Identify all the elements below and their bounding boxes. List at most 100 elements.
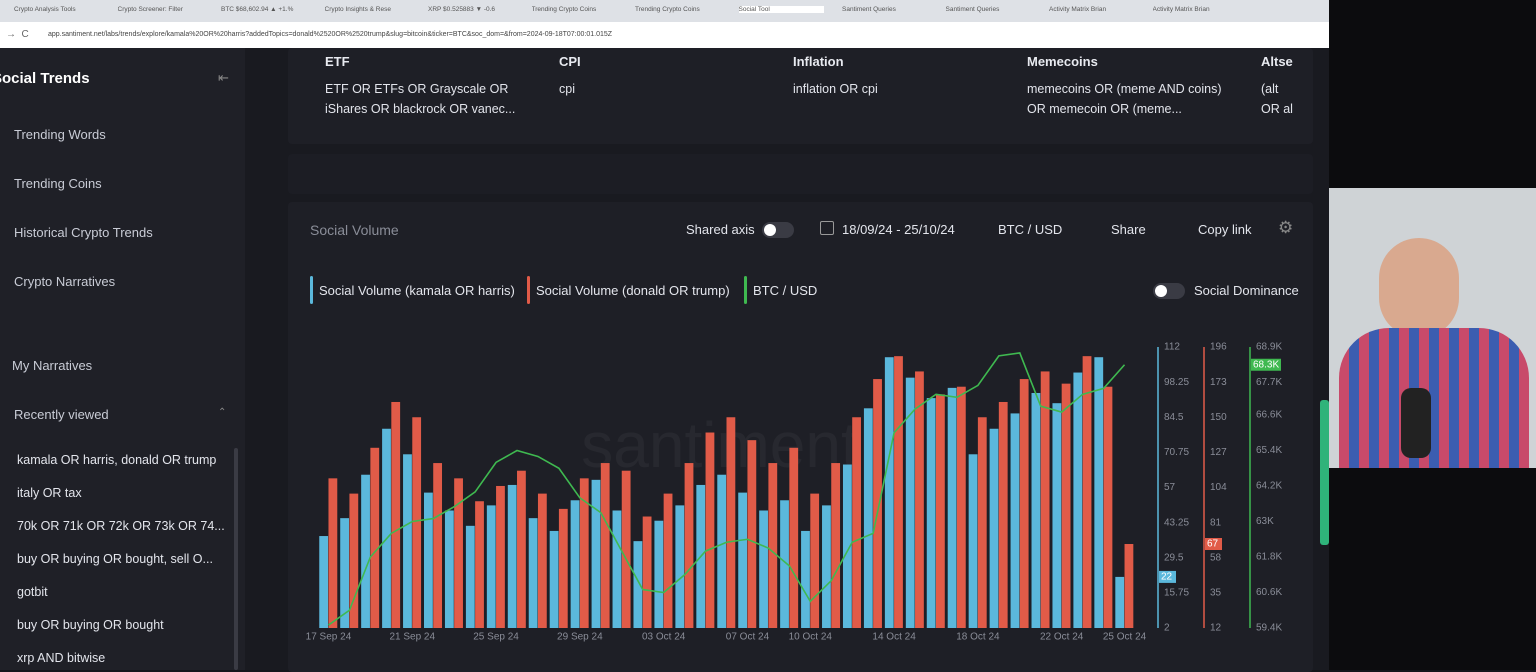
value-badge-label: 68.3K <box>1253 359 1279 370</box>
x-tick-label: 14 Oct 24 <box>872 632 916 643</box>
bar <box>801 531 810 628</box>
bar <box>508 485 517 628</box>
bar <box>873 379 882 628</box>
tick-label: 67.7K <box>1256 377 1282 388</box>
tick-label: 196 <box>1210 342 1227 353</box>
x-tick-label: 03 Oct 24 <box>642 632 686 643</box>
bar <box>361 475 370 628</box>
tick-label: 64.2K <box>1256 481 1282 492</box>
x-tick-label: 29 Sep 24 <box>557 632 603 643</box>
tick-label: 127 <box>1210 447 1227 458</box>
x-tick-label: 17 Sep 24 <box>306 632 352 643</box>
bar <box>328 478 337 628</box>
webcam <box>1329 188 1536 468</box>
bar <box>391 402 400 628</box>
tick-label: 43.25 <box>1164 517 1189 528</box>
bar <box>685 463 694 628</box>
bar <box>738 493 747 628</box>
bar <box>759 510 768 628</box>
bar <box>957 387 966 628</box>
bar <box>1062 384 1071 628</box>
shirt <box>1339 328 1529 468</box>
tick-label: 65.4K <box>1256 445 1282 456</box>
bar <box>915 371 924 628</box>
tick-label: 29.5 <box>1164 552 1184 563</box>
tick-label: 68.9K <box>1256 342 1282 353</box>
microphone <box>1401 388 1431 458</box>
bar <box>727 417 736 628</box>
bar <box>978 417 987 628</box>
bar <box>550 531 559 628</box>
bar <box>894 356 903 628</box>
bar <box>412 417 421 628</box>
bar <box>852 417 861 628</box>
tick-label: 61.8K <box>1256 552 1282 563</box>
watermark: santiment <box>581 409 859 481</box>
tick-label: 35 <box>1210 588 1222 599</box>
bar <box>789 448 798 628</box>
bar <box>538 494 547 628</box>
blank <box>1329 468 1536 670</box>
tick-label: 12 <box>1210 623 1222 634</box>
bar <box>571 500 580 628</box>
bar <box>1104 387 1113 628</box>
x-tick-label: 25 Oct 24 <box>1103 632 1147 643</box>
bar <box>927 398 936 628</box>
bar <box>1125 544 1134 628</box>
bar <box>717 475 726 628</box>
tick-label: 59.4K <box>1256 623 1282 634</box>
bar <box>864 408 873 628</box>
tick-label: 104 <box>1210 482 1227 493</box>
bar <box>633 541 642 628</box>
bar <box>382 429 391 628</box>
x-tick-label: 18 Oct 24 <box>956 632 1000 643</box>
tick-label: 2 <box>1164 623 1170 634</box>
x-tick-label: 21 Sep 24 <box>389 632 435 643</box>
tick-label: 66.6K <box>1256 410 1282 421</box>
tick-label: 150 <box>1210 412 1227 423</box>
tick-label: 98.25 <box>1164 377 1189 388</box>
bar <box>496 486 505 628</box>
bar <box>517 471 526 628</box>
bar <box>747 440 756 628</box>
bar <box>969 454 978 628</box>
tick-label: 173 <box>1210 377 1227 388</box>
bar <box>529 518 538 628</box>
face <box>1379 238 1459 338</box>
bar <box>810 494 819 628</box>
bar <box>675 505 684 628</box>
bar <box>768 463 777 628</box>
bar <box>1094 357 1103 628</box>
bar <box>319 536 328 628</box>
tick-label: 57 <box>1164 482 1176 493</box>
bar <box>948 388 957 628</box>
bar <box>1011 413 1020 628</box>
bar <box>1041 371 1050 628</box>
bar <box>433 463 442 628</box>
bar <box>1073 373 1082 628</box>
bar <box>424 493 433 628</box>
bar <box>475 501 484 628</box>
bar <box>370 448 379 628</box>
tick-label: 70.75 <box>1164 447 1189 458</box>
bar <box>654 521 663 628</box>
tick-label: 81 <box>1210 517 1222 528</box>
tick-label: 63K <box>1256 516 1274 527</box>
bar <box>936 394 945 628</box>
bar <box>466 526 475 628</box>
x-tick-label: 25 Sep 24 <box>473 632 519 643</box>
bar <box>1083 356 1092 628</box>
chart: santiment215.7529.543.255770.7584.598.25… <box>0 0 1329 670</box>
value-badge-label: 22 <box>1161 572 1173 583</box>
bar <box>487 505 496 628</box>
bar <box>999 402 1008 628</box>
bar <box>831 463 840 628</box>
tick-label: 58 <box>1210 552 1222 563</box>
x-tick-label: 10 Oct 24 <box>789 632 833 643</box>
bar <box>664 494 673 628</box>
tick-label: 84.5 <box>1164 412 1184 423</box>
bar <box>613 510 622 628</box>
bar <box>403 454 412 628</box>
bar <box>1115 577 1124 628</box>
